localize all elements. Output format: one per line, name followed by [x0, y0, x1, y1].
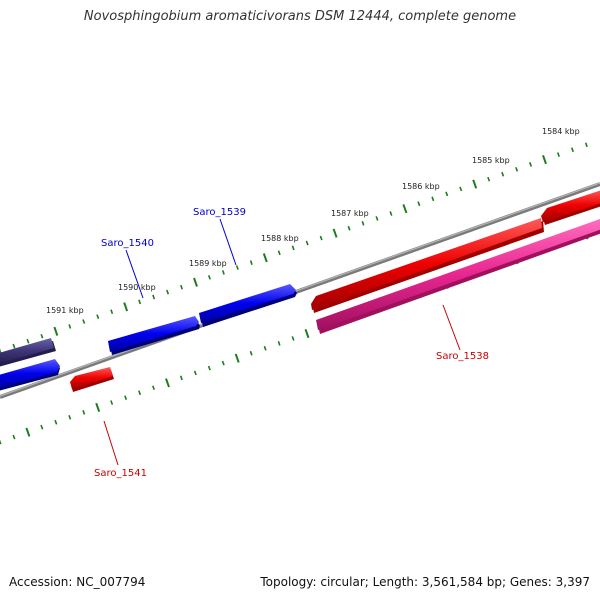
outer-minor-tick — [319, 235, 323, 241]
outer-tick-track — [0, 142, 588, 354]
outer-minor-tick — [12, 343, 16, 349]
gene-Saro_1540[interactable] — [108, 316, 200, 355]
inner-minor-tick — [221, 360, 225, 366]
leader-line-Saro_1540 — [125, 249, 144, 299]
leader-line-Saro_1538 — [442, 304, 461, 351]
tick-label-1586: 1586 kbp — [402, 182, 440, 191]
outer-minor-tick — [221, 270, 225, 275]
tick-label-1584: 1584 kbp — [542, 127, 580, 136]
outer-major-tick — [193, 277, 198, 287]
inner-minor-tick — [291, 336, 295, 341]
outer-minor-tick — [0, 348, 2, 354]
outer-minor-tick — [529, 162, 533, 167]
inner-minor-tick — [110, 400, 114, 405]
tick-label-1589: 1589 kbp — [189, 259, 227, 268]
outer-minor-tick — [556, 152, 560, 157]
inner-major-tick — [234, 353, 240, 363]
inner-minor-tick — [54, 419, 58, 425]
tick-label-1590: 1590 kbp — [118, 283, 156, 292]
outer-minor-tick — [584, 142, 588, 148]
inner-minor-tick — [277, 341, 281, 346]
backbone-highlight — [0, 182, 600, 397]
inner-minor-tick — [263, 345, 267, 351]
outer-minor-tick — [180, 284, 183, 290]
navy-feature[interactable] — [0, 338, 56, 367]
outer-minor-tick — [291, 245, 295, 251]
inner-major-tick — [95, 402, 101, 413]
inner-minor-tick — [82, 410, 86, 415]
outer-minor-tick — [207, 275, 211, 280]
inner-minor-tick — [207, 365, 211, 371]
outer-minor-tick — [501, 171, 505, 177]
pink-feature[interactable] — [316, 219, 600, 334]
outer-minor-tick — [82, 319, 86, 324]
gene-label-Saro_1539[interactable]: Saro_1539 — [193, 207, 246, 218]
inner-major-tick — [25, 427, 31, 437]
outer-minor-tick — [445, 191, 449, 197]
tick-label-1588: 1588 kbp — [261, 234, 299, 243]
gene-label-Saro_1538[interactable]: Saro_1538 — [436, 351, 489, 362]
outer-major-tick — [332, 228, 338, 238]
outer-minor-tick — [152, 294, 156, 300]
genome-stats: Topology: circular; Length: 3,561,584 bp… — [260, 575, 590, 589]
tick-label-1587: 1587 kbp — [331, 209, 369, 218]
gene-Saro_1539[interactable] — [199, 284, 297, 327]
outer-major-tick — [542, 154, 547, 165]
outer-major-tick — [123, 302, 129, 312]
inner-minor-tick — [0, 439, 2, 445]
inner-minor-tick — [179, 375, 183, 381]
outer-minor-tick — [347, 225, 351, 231]
inner-minor-tick — [193, 370, 197, 376]
outer-major-tick — [472, 179, 478, 189]
outer-minor-tick — [249, 260, 253, 265]
outer-minor-tick — [305, 240, 309, 246]
tick-labels: 1584 kbp 1585 kbp 1586 kbp 1587 kbp 1588… — [46, 127, 580, 315]
inner-major-tick — [304, 328, 310, 339]
tick-label-1585: 1585 kbp — [472, 156, 510, 165]
outer-minor-tick — [96, 314, 100, 319]
outer-major-tick — [53, 326, 59, 336]
outer-minor-tick — [417, 201, 421, 207]
outer-minor-tick — [277, 250, 281, 256]
outer-minor-tick — [235, 265, 239, 270]
outer-minor-tick — [487, 176, 491, 182]
outer-minor-tick — [110, 309, 114, 315]
gene-Saro_1541[interactable] — [70, 367, 114, 392]
outer-minor-tick — [26, 338, 30, 344]
gene-label-Saro_1541[interactable]: Saro_1541 — [94, 468, 147, 479]
inner-minor-tick — [68, 415, 72, 420]
tick-label-1591: 1591 kbp — [46, 306, 84, 315]
inner-minor-tick — [12, 434, 16, 440]
outer-major-tick — [262, 253, 268, 263]
leader-line-Saro_1541 — [103, 420, 119, 466]
outer-major-tick — [402, 204, 408, 214]
gene-Saro_1538[interactable] — [311, 218, 544, 313]
inner-minor-tick — [152, 385, 155, 391]
leader-line-Saro_1539 — [219, 218, 237, 266]
outer-minor-tick — [389, 211, 393, 216]
forward-feature-left[interactable] — [0, 359, 60, 391]
inner-minor-tick — [124, 395, 128, 400]
outer-minor-tick — [375, 216, 379, 221]
inner-major-tick — [165, 378, 170, 388]
outer-minor-tick — [515, 167, 519, 172]
genome-backbone — [0, 182, 600, 399]
outer-minor-tick — [166, 289, 170, 295]
gene-label-Saro_1540[interactable]: Saro_1540 — [101, 238, 154, 249]
outer-minor-tick — [459, 186, 463, 192]
genome-title: Novosphingobium aromaticivorans DSM 1244… — [83, 9, 517, 24]
accession-label: Accession: NC_007794 — [9, 575, 146, 589]
outer-minor-tick — [570, 147, 574, 153]
reverse-feature-right[interactable] — [541, 189, 600, 225]
outer-minor-tick — [138, 299, 142, 305]
inner-minor-tick — [138, 390, 142, 396]
outer-minor-tick — [361, 221, 365, 226]
inner-minor-tick — [249, 350, 253, 356]
inner-minor-tick — [40, 424, 44, 430]
outer-minor-tick — [431, 196, 435, 202]
outer-minor-tick — [40, 333, 44, 339]
outer-minor-tick — [68, 324, 72, 329]
